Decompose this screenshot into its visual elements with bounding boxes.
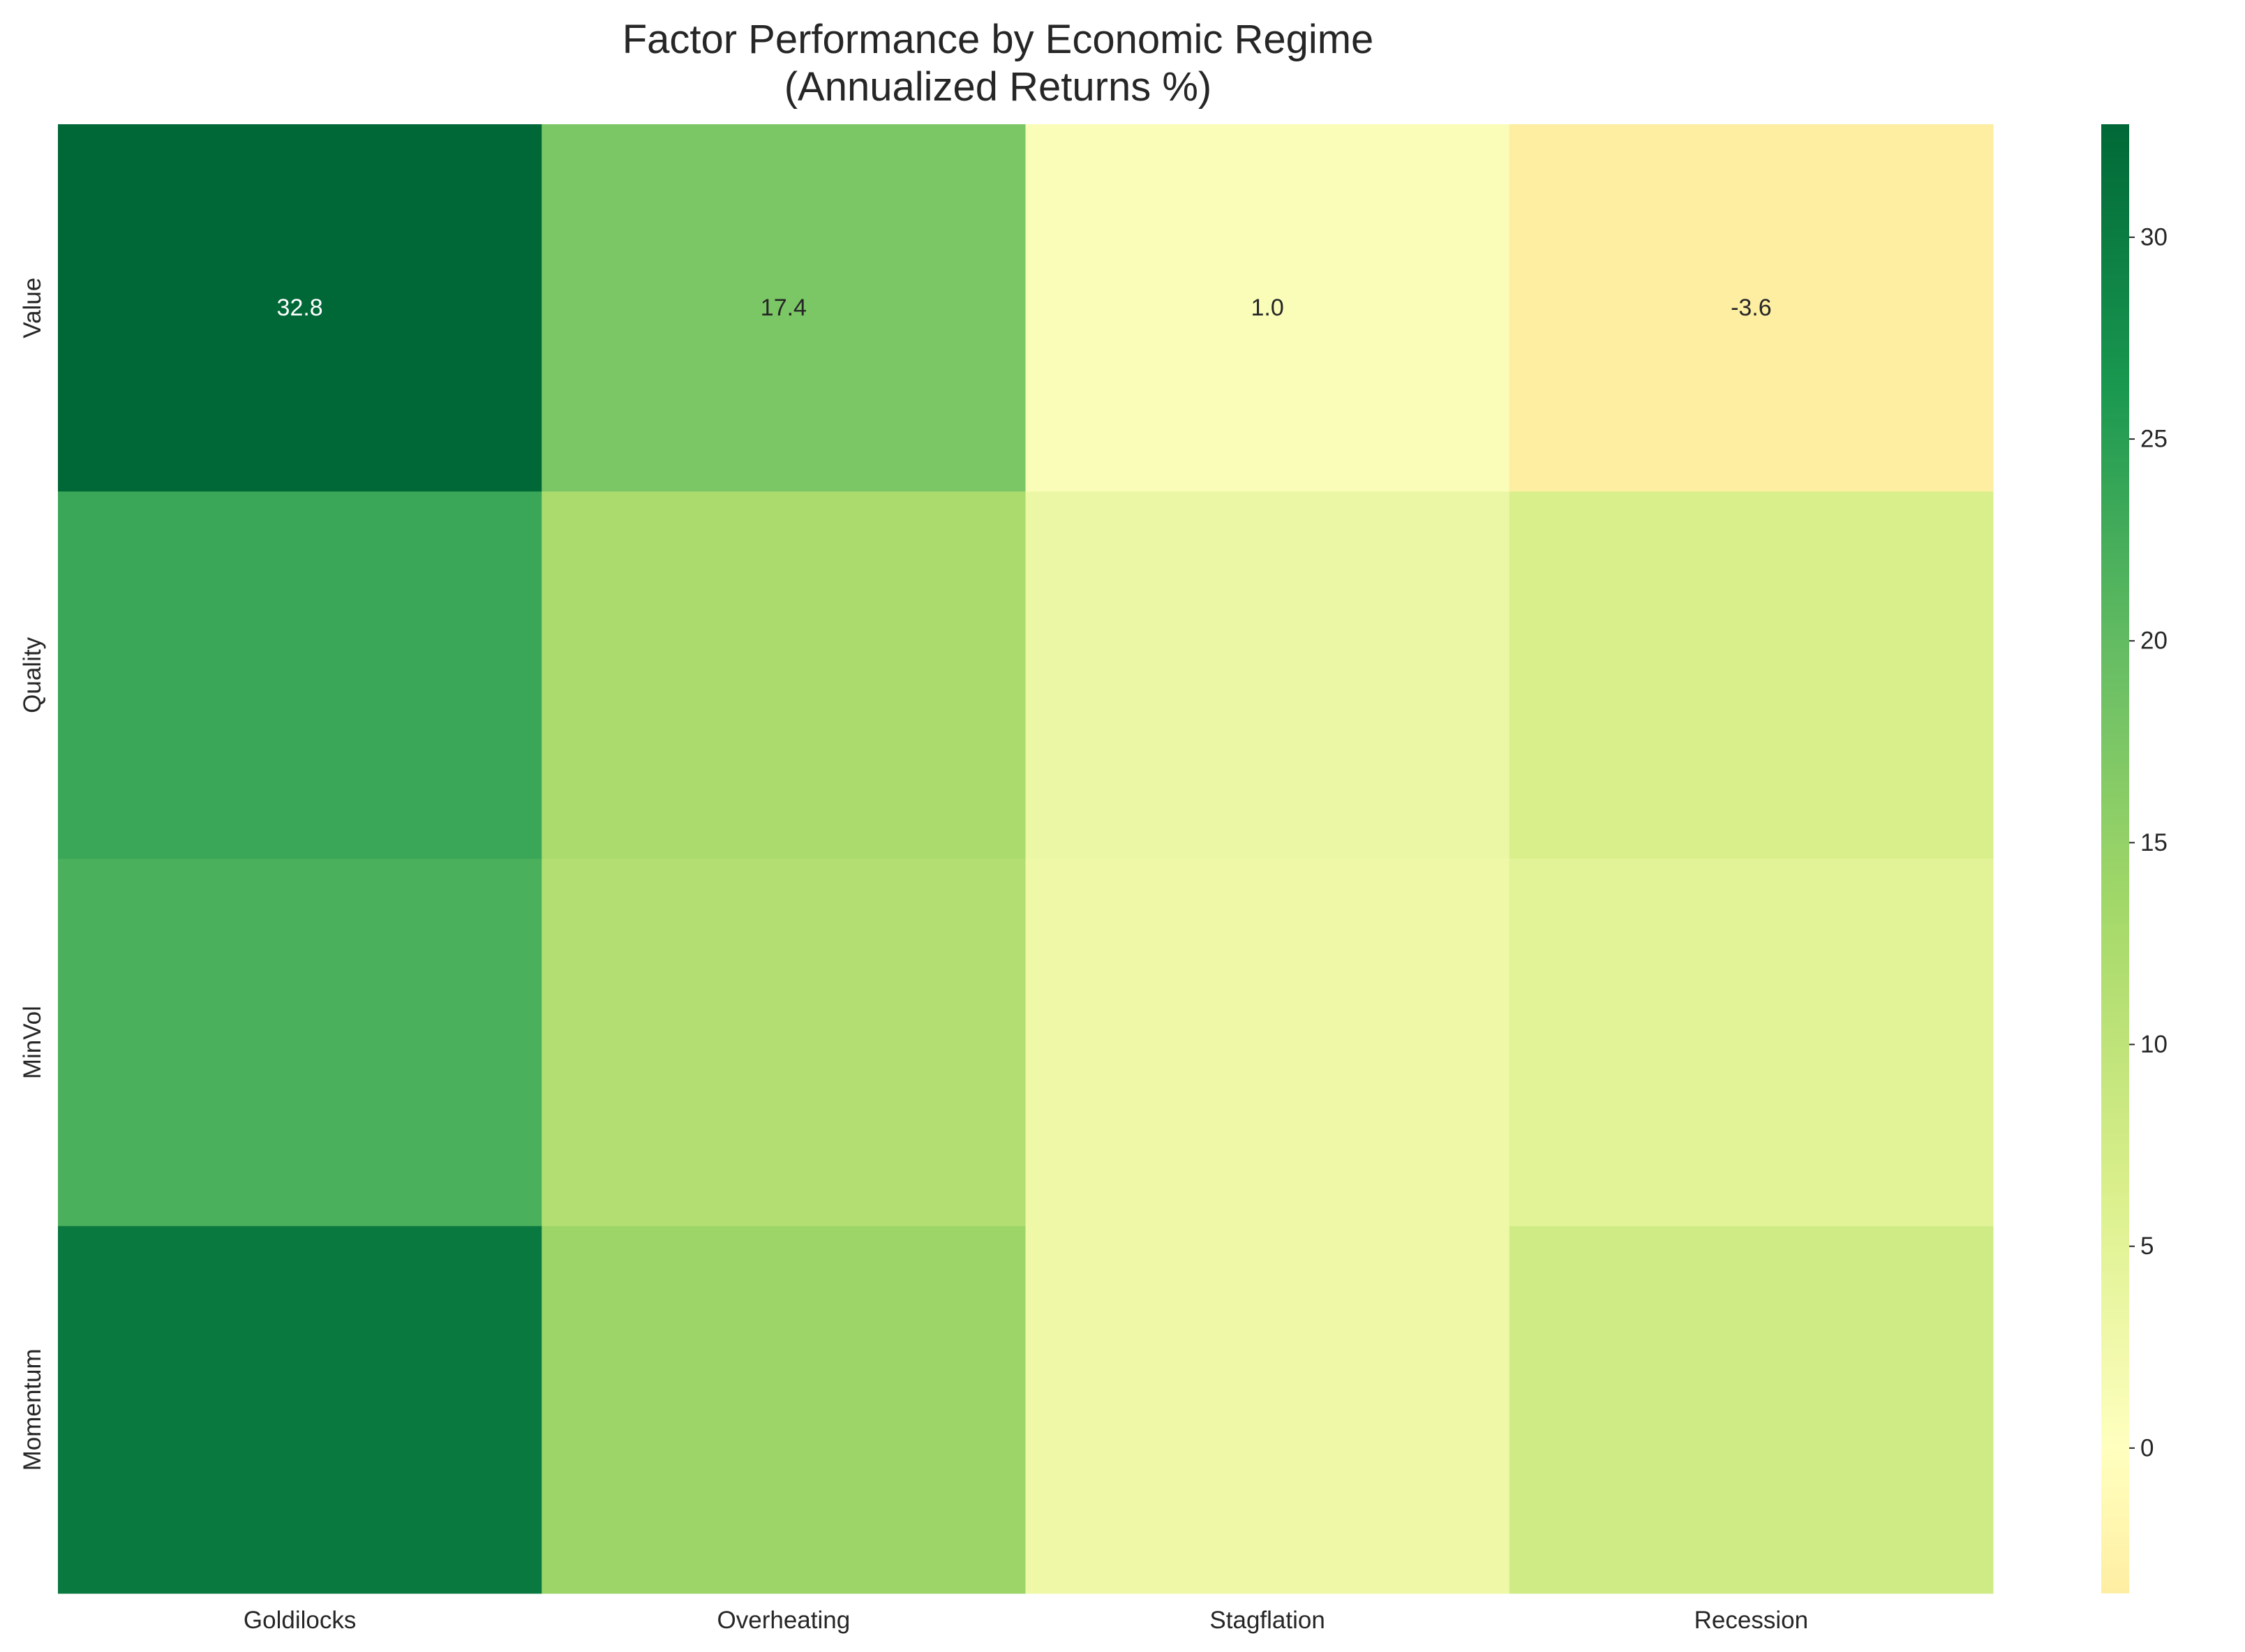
colorbar-tick-label: 15 [2140,829,2168,856]
cell-annotation: 1.0 [1251,295,1283,321]
heatmap-cell-quality-recession [1509,491,1994,859]
colorbar-tick-label: 10 [2140,1031,2168,1058]
heatmap-cell-value-recession [1509,124,1994,492]
y-tick-label: Value [19,278,46,338]
cell-annotation: 17.4 [761,295,807,321]
heatmap-cell-quality-goldilocks [58,491,542,859]
colorbar-tick-label: 20 [2140,627,2168,655]
heatmap-cell-momentum-recession [1509,1226,1994,1594]
heatmap-cell-quality-stagflation [1025,491,1510,859]
colorbar [2101,124,2129,1593]
heatmap-cell-minvol-overheating [542,858,1026,1227]
colorbar-tick-label: 30 [2140,223,2168,251]
chart-title-line-1: Factor Performance by Economic Regime [622,17,1374,62]
x-tick-label: Overheating [717,1607,851,1634]
heatmap-cell-value-goldilocks [58,124,542,492]
heatmap-cell-value-stagflation [1025,124,1510,492]
colorbar-tick-label: 25 [2140,426,2168,453]
y-tick-label: Momentum [19,1348,46,1471]
heatmap-cell-minvol-goldilocks [58,858,542,1227]
heatmap-cell-minvol-recession [1509,858,1994,1227]
heatmap-cell-quality-overheating [542,491,1026,859]
x-tick-label: Recession [1694,1607,1808,1634]
cell-annotation: 32.8 [277,295,323,321]
heatmap-cell-momentum-overheating [542,1226,1026,1594]
cell-annotation: -3.6 [1731,295,1772,321]
colorbar-tick-label: 0 [2140,1434,2154,1461]
y-tick-label: Quality [19,637,46,713]
y-tick-label: MinVol [19,1006,46,1079]
colorbar-tick-label: 5 [2140,1233,2154,1260]
heatmap-cell-momentum-goldilocks [58,1226,542,1594]
heatmap-cell-minvol-stagflation [1025,858,1510,1227]
chart-title-line-2: (Annualized Returns %) [784,64,1212,110]
heatmap-cell-value-overheating [542,124,1026,492]
x-tick-label: Goldilocks [244,1607,356,1634]
heatmap-cell-momentum-stagflation [1025,1226,1510,1594]
x-tick-label: Stagflation [1209,1607,1325,1634]
